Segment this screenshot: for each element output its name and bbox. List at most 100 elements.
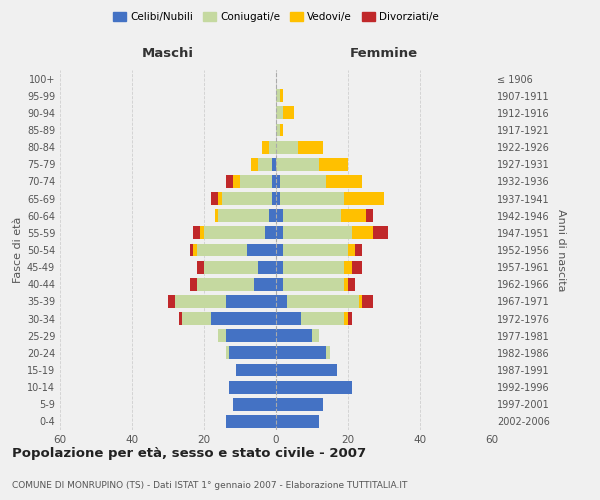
Bar [276, 278, 283, 290]
Bar [276, 210, 283, 222]
Bar [276, 192, 280, 205]
Bar [233, 398, 276, 410]
Bar [276, 260, 283, 274]
Bar [222, 192, 272, 205]
Bar [269, 210, 276, 222]
Bar [200, 226, 204, 239]
Bar [229, 380, 276, 394]
Bar [366, 210, 373, 222]
Bar [179, 312, 182, 325]
Bar [326, 175, 362, 188]
Bar [276, 90, 280, 102]
Bar [276, 244, 283, 256]
Bar [197, 260, 204, 274]
Bar [272, 158, 276, 170]
Bar [272, 192, 276, 205]
Bar [344, 192, 384, 205]
Bar [204, 260, 258, 274]
Bar [287, 295, 359, 308]
Bar [226, 330, 276, 342]
Bar [226, 415, 276, 428]
Bar [197, 278, 254, 290]
Bar [341, 210, 366, 222]
Bar [190, 278, 197, 290]
Bar [262, 140, 269, 153]
Bar [190, 244, 193, 256]
Bar [352, 260, 362, 274]
Text: Femmine: Femmine [350, 46, 418, 60]
Bar [362, 295, 373, 308]
Bar [280, 124, 283, 136]
Bar [276, 124, 280, 136]
Bar [182, 312, 211, 325]
Bar [276, 330, 312, 342]
Bar [229, 346, 276, 360]
Bar [276, 140, 298, 153]
Bar [276, 158, 319, 170]
Bar [280, 175, 326, 188]
Bar [193, 226, 200, 239]
Bar [348, 312, 352, 325]
Bar [280, 192, 344, 205]
Bar [283, 210, 341, 222]
Bar [283, 260, 344, 274]
Bar [301, 312, 344, 325]
Bar [352, 226, 373, 239]
Bar [251, 158, 258, 170]
Bar [175, 295, 226, 308]
Bar [276, 226, 283, 239]
Bar [283, 278, 344, 290]
Bar [298, 140, 323, 153]
Bar [355, 244, 362, 256]
Bar [204, 226, 265, 239]
Bar [276, 364, 337, 376]
Bar [276, 346, 326, 360]
Bar [344, 260, 352, 274]
Bar [258, 158, 272, 170]
Bar [344, 278, 348, 290]
Bar [265, 226, 276, 239]
Bar [280, 90, 283, 102]
Text: COMUNE DI MONRUPINO (TS) - Dati ISTAT 1° gennaio 2007 - Elaborazione TUTTITALIA.: COMUNE DI MONRUPINO (TS) - Dati ISTAT 1°… [12, 480, 407, 490]
Bar [276, 398, 323, 410]
Bar [283, 226, 352, 239]
Bar [240, 175, 272, 188]
Bar [272, 175, 276, 188]
Bar [218, 192, 222, 205]
Bar [276, 415, 319, 428]
Bar [193, 244, 197, 256]
Bar [218, 210, 269, 222]
Bar [344, 312, 348, 325]
Bar [258, 260, 276, 274]
Bar [359, 295, 362, 308]
Y-axis label: Fasce di età: Fasce di età [13, 217, 23, 283]
Text: Maschi: Maschi [142, 46, 194, 60]
Bar [226, 295, 276, 308]
Bar [197, 244, 247, 256]
Bar [254, 278, 276, 290]
Bar [215, 210, 218, 222]
Text: Popolazione per età, sesso e stato civile - 2007: Popolazione per età, sesso e stato civil… [12, 448, 366, 460]
Bar [226, 346, 229, 360]
Bar [373, 226, 388, 239]
Bar [326, 346, 330, 360]
Bar [283, 106, 294, 120]
Bar [312, 330, 319, 342]
Bar [218, 330, 226, 342]
Bar [276, 295, 287, 308]
Bar [276, 312, 301, 325]
Bar [168, 295, 175, 308]
Bar [276, 175, 280, 188]
Y-axis label: Anni di nascita: Anni di nascita [556, 209, 566, 291]
Bar [348, 244, 355, 256]
Bar [233, 175, 240, 188]
Bar [247, 244, 276, 256]
Bar [211, 192, 218, 205]
Legend: Celibi/Nubili, Coniugati/e, Vedovi/e, Divorziati/e: Celibi/Nubili, Coniugati/e, Vedovi/e, Di… [109, 8, 443, 26]
Bar [276, 380, 352, 394]
Bar [236, 364, 276, 376]
Bar [211, 312, 276, 325]
Bar [319, 158, 348, 170]
Bar [348, 278, 355, 290]
Bar [276, 106, 283, 120]
